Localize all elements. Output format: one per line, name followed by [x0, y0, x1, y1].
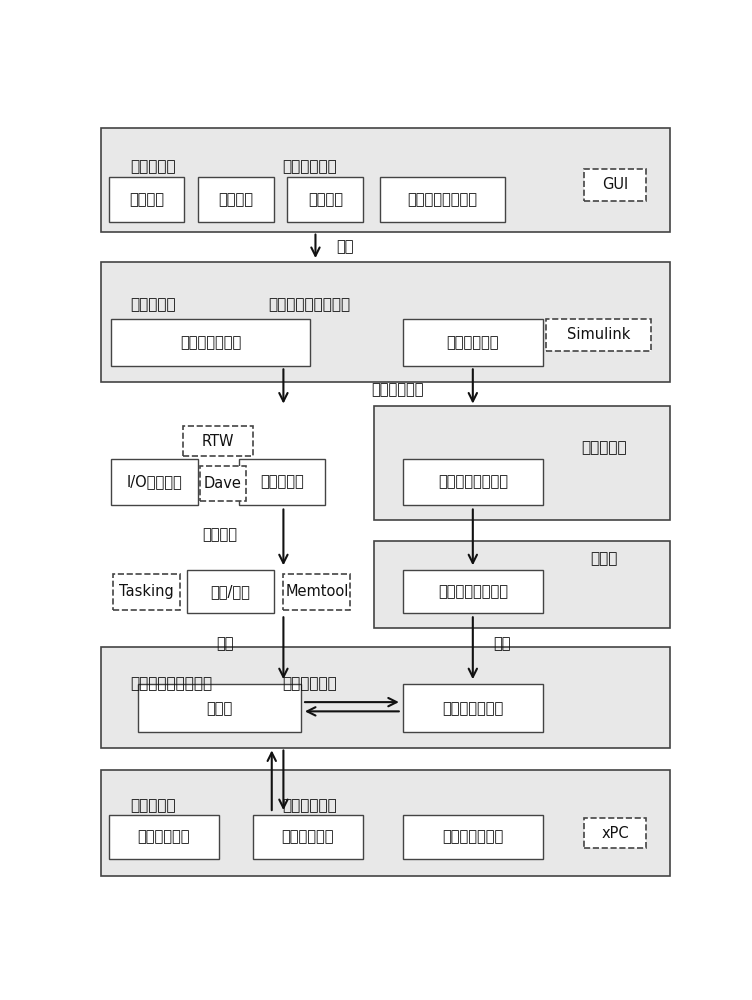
FancyBboxPatch shape — [187, 570, 274, 613]
Text: 控制器代码: 控制器代码 — [259, 474, 304, 489]
Text: 整车仿真环境代码: 整车仿真环境代码 — [438, 474, 508, 489]
Text: 编译层: 编译层 — [590, 551, 617, 566]
FancyBboxPatch shape — [380, 177, 505, 222]
FancyBboxPatch shape — [238, 459, 325, 505]
FancyBboxPatch shape — [374, 541, 670, 628]
Text: RTW: RTW — [202, 434, 234, 449]
FancyBboxPatch shape — [584, 169, 647, 201]
FancyBboxPatch shape — [403, 815, 543, 859]
FancyBboxPatch shape — [546, 319, 651, 351]
Text: Tasking: Tasking — [120, 584, 174, 599]
FancyBboxPatch shape — [101, 262, 670, 382]
FancyBboxPatch shape — [108, 815, 220, 859]
Text: Simulink: Simulink — [567, 327, 630, 342]
FancyBboxPatch shape — [111, 319, 310, 366]
Text: 工控机实时内核: 工控机实时内核 — [442, 701, 503, 716]
FancyBboxPatch shape — [284, 574, 350, 610]
Text: 控制策略: 控制策略 — [308, 192, 343, 207]
Text: 整车控制器模型: 整车控制器模型 — [180, 335, 241, 350]
Text: Memtool: Memtool — [285, 584, 349, 599]
Text: 导入: 导入 — [336, 239, 353, 254]
FancyBboxPatch shape — [198, 177, 274, 222]
Text: Dave: Dave — [204, 476, 241, 491]
Text: 仿真进程控制: 仿真进程控制 — [138, 829, 190, 844]
Text: 部件参数: 部件参数 — [218, 192, 253, 207]
FancyBboxPatch shape — [374, 406, 670, 520]
FancyBboxPatch shape — [111, 459, 198, 505]
FancyBboxPatch shape — [101, 128, 670, 232]
Text: 整车参数: 整车参数 — [129, 192, 164, 207]
FancyBboxPatch shape — [403, 459, 543, 505]
Text: 载入: 载入 — [217, 636, 234, 651]
Text: 整车仿真环境程序: 整车仿真环境程序 — [438, 584, 508, 599]
FancyBboxPatch shape — [101, 647, 670, 748]
FancyBboxPatch shape — [138, 684, 301, 732]
FancyBboxPatch shape — [200, 466, 245, 501]
FancyBboxPatch shape — [108, 177, 184, 222]
Text: 自动代码生成参数: 自动代码生成参数 — [408, 192, 478, 207]
Text: I/O接口设置: I/O接口设置 — [127, 474, 183, 489]
Text: 载入: 载入 — [493, 636, 511, 651]
FancyBboxPatch shape — [403, 684, 543, 732]
Text: xPC: xPC — [601, 826, 629, 841]
Text: 自动代码生成: 自动代码生成 — [371, 382, 423, 397]
Text: 在线操作层: 在线操作层 — [130, 798, 176, 813]
FancyBboxPatch shape — [101, 770, 670, 876]
FancyBboxPatch shape — [183, 426, 253, 456]
Text: 控制器: 控制器 — [206, 701, 232, 716]
Text: 代码生成层: 代码生成层 — [581, 440, 626, 455]
Text: 全工况仿真系统模型: 全工况仿真系统模型 — [268, 297, 350, 312]
Text: 离线操作界面: 离线操作界面 — [282, 159, 337, 174]
Text: 参数在线标定: 参数在线标定 — [282, 829, 334, 844]
Text: 在线操作界面: 在线操作界面 — [282, 798, 337, 813]
FancyBboxPatch shape — [403, 570, 543, 613]
Text: 代码集成: 代码集成 — [202, 527, 237, 542]
Text: 编译/考入: 编译/考入 — [211, 584, 250, 599]
Text: 硬件在环仿真: 硬件在环仿真 — [282, 676, 337, 691]
Text: 仿真系统层: 仿真系统层 — [130, 297, 176, 312]
Text: 工控机实时监测: 工控机实时监测 — [442, 829, 503, 844]
Text: GUI: GUI — [602, 177, 628, 192]
FancyBboxPatch shape — [403, 319, 543, 366]
FancyBboxPatch shape — [287, 177, 363, 222]
Text: 硬件在环仿真测试层: 硬件在环仿真测试层 — [130, 676, 212, 691]
FancyBboxPatch shape — [114, 574, 180, 610]
FancyBboxPatch shape — [584, 818, 647, 848]
Text: 离线操作层: 离线操作层 — [130, 159, 176, 174]
Text: 整车仿真模型: 整车仿真模型 — [447, 335, 499, 350]
FancyBboxPatch shape — [253, 815, 363, 859]
